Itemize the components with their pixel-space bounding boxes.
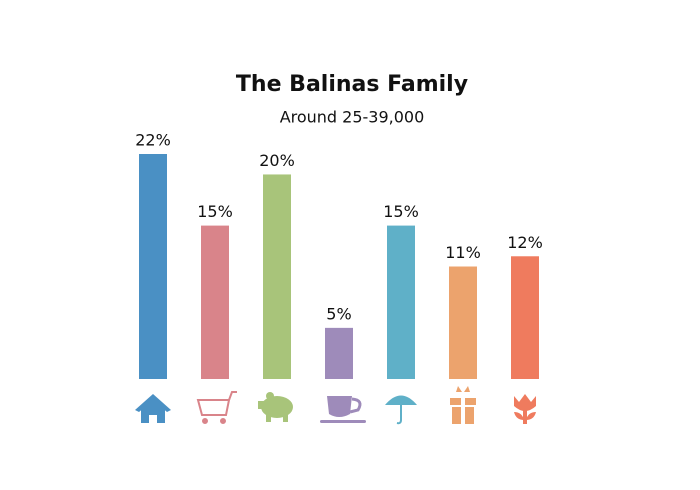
category-icons: [135, 386, 536, 425]
icon-piggy: [258, 392, 293, 422]
value-label: 22%: [135, 131, 171, 150]
bar: [263, 174, 291, 379]
icon-umbrella: [385, 395, 417, 425]
bar: [387, 225, 415, 379]
value-label: 15%: [197, 202, 233, 221]
chart-subtitle: Around 25-39,000: [280, 108, 425, 127]
icon-flower: [514, 394, 536, 424]
value-label: 11%: [445, 243, 481, 262]
value-label: 12%: [507, 233, 543, 252]
value-label: 20%: [259, 151, 295, 170]
bar: [201, 225, 229, 379]
value-label: 15%: [383, 202, 419, 221]
bar: [325, 327, 353, 379]
icon-house: [135, 394, 171, 423]
value-label: 5%: [326, 304, 351, 323]
icon-gift: [450, 386, 476, 424]
bar: [139, 154, 167, 379]
icon-cup: [320, 396, 366, 423]
bar: [511, 256, 539, 379]
bar: [449, 266, 477, 379]
icon-cart: [196, 391, 237, 424]
chart-title: The Balinas Family: [236, 72, 468, 97]
